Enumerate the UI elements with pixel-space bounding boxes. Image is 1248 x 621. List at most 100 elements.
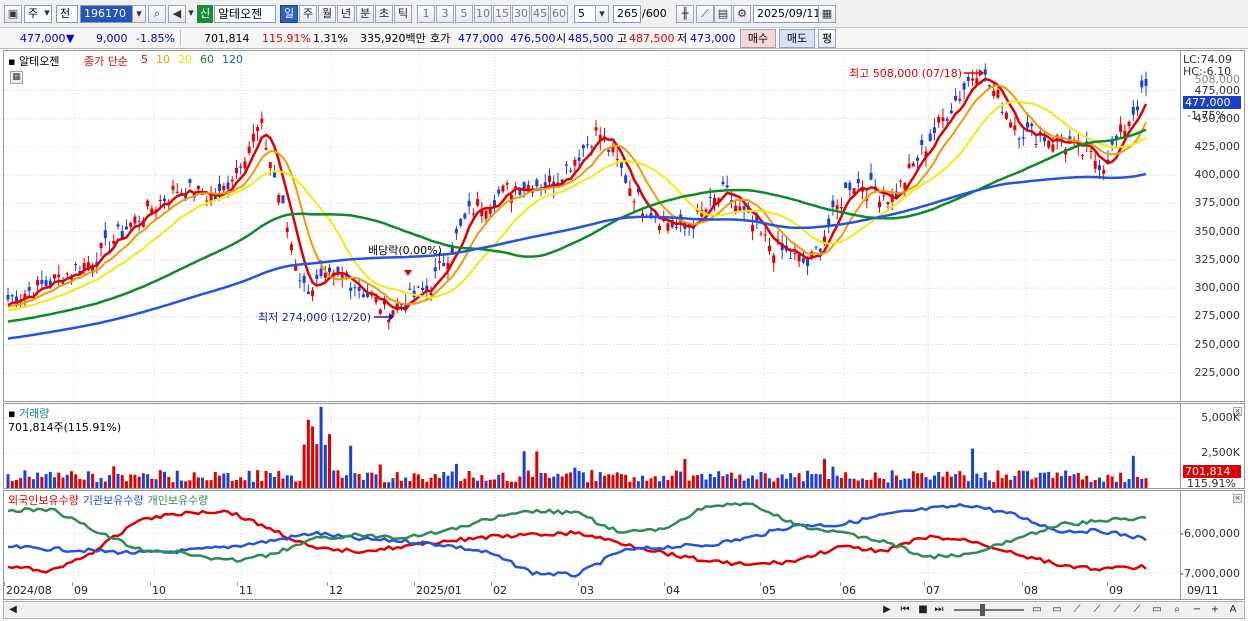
chevron-down-icon[interactable]: ▾: [595, 5, 609, 23]
stop-icon[interactable]: ■: [918, 604, 928, 615]
calendar-icon[interactable]: ▦: [818, 5, 836, 23]
window-icon[interactable]: ▭: [1032, 604, 1042, 615]
volume-chart-panel[interactable]: ▪ 거래량 701,814주(115.91%): [3, 403, 1181, 489]
volume-bar: [340, 477, 344, 488]
stock-code-input[interactable]: 196170: [80, 5, 134, 23]
window-icon[interactable]: ▣: [4, 5, 22, 23]
sell-button[interactable]: 매도: [779, 29, 815, 48]
market-select[interactable]: 전: [56, 5, 78, 23]
gear-icon[interactable]: ⚙: [733, 5, 751, 23]
zoom-slider-handle[interactable]: [980, 604, 985, 616]
mode-select[interactable]: 주: [24, 5, 52, 23]
date-input[interactable]: 2025/09/11: [753, 5, 820, 23]
interval-button[interactable]: 30: [512, 5, 530, 23]
chart-stock-name-text: 알테오젠: [18, 55, 60, 68]
draw-line-icon[interactable]: ⟋: [1113, 604, 1121, 615]
interval-button[interactable]: 5: [455, 5, 473, 23]
forward-icon[interactable]: ⏭: [934, 604, 944, 615]
holding-chart-panel[interactable]: 외국인보유수량 기관보유수량 개인보유수량: [3, 490, 1181, 583]
window-icon[interactable]: ▭: [1152, 604, 1162, 615]
candle-body: [116, 224, 120, 227]
candle-body: [167, 201, 171, 203]
search-icon[interactable]: ⌕: [148, 5, 166, 23]
candle-body: [65, 273, 69, 275]
draw-line-icon[interactable]: ⟋: [696, 5, 714, 23]
interval-button[interactable]: 3: [436, 5, 454, 23]
speaker-icon[interactable]: ◀: [168, 5, 186, 23]
candle-body: [920, 140, 924, 145]
volume-bar: [357, 474, 361, 488]
candle-body: [814, 246, 818, 248]
eval-button[interactable]: 평: [818, 29, 836, 48]
count-input[interactable]: 265: [613, 5, 641, 23]
candle-body: [285, 227, 289, 232]
current-price: 477,000: [20, 32, 66, 45]
buy-button[interactable]: 매수: [740, 29, 776, 48]
price-y-axis: LC:74.09 HC:-6.10 508,000 475,000 450,000 4…: [1181, 50, 1245, 402]
draw-line-icon[interactable]: ⟋: [1133, 604, 1141, 615]
candle-body: [548, 175, 552, 183]
search-icon[interactable]: ⌕: [1174, 604, 1180, 615]
close-icon[interactable]: ×: [1233, 407, 1242, 416]
volume-bar: [433, 474, 437, 488]
candle-body: [712, 197, 716, 206]
interval-button[interactable]: 10: [474, 5, 492, 23]
volume-bar: [158, 470, 162, 488]
interval-button[interactable]: 15: [493, 5, 511, 23]
window-icon[interactable]: ▭: [1052, 604, 1062, 615]
draw-line-icon[interactable]: ⟋: [1073, 604, 1081, 615]
draw-line-icon[interactable]: ⟋: [1093, 604, 1101, 615]
volume-bar: [154, 479, 158, 488]
candle-body: [666, 223, 670, 231]
price-chart-panel[interactable]: ▪ 알테오젠 종가 단순 5 10 20 60 120 ▦ 최고 508,000 (07…: [3, 50, 1181, 402]
period-button[interactable]: 틱: [394, 5, 412, 23]
volume-bar: [882, 479, 886, 488]
chevron-down-icon[interactable]: ▾: [132, 5, 146, 23]
table-icon[interactable]: ▦: [10, 71, 23, 84]
y-tick-label: 475,000: [1194, 83, 1241, 97]
period-button[interactable]: 주: [299, 5, 317, 23]
candle-body: [594, 127, 598, 131]
interval-select[interactable]: 5: [574, 5, 596, 23]
new-badge: 신: [197, 5, 213, 23]
period-button[interactable]: 년: [337, 5, 355, 23]
chevron-down-icon[interactable]: ▾: [44, 6, 50, 19]
stock-name[interactable]: 알테오젠: [214, 5, 276, 23]
volume-bar: [234, 479, 238, 488]
scroll-left-icon[interactable]: ◀: [9, 604, 17, 615]
volume-bar: [36, 472, 40, 488]
volume-bar: [577, 470, 581, 488]
chevron-down-icon[interactable]: ▾: [188, 6, 194, 19]
volume-bar: [962, 475, 966, 488]
candle-body: [632, 201, 636, 203]
interval-button[interactable]: 1: [417, 5, 435, 23]
save-icon[interactable]: ▤: [714, 5, 732, 23]
volume-bar: [1068, 475, 1072, 488]
minus-icon[interactable]: −: [1192, 604, 1202, 615]
candle-body: [916, 157, 920, 161]
candle-body: [277, 195, 281, 203]
x-axis-tick: [237, 582, 238, 586]
scroll-right-icon[interactable]: ▶: [883, 604, 891, 615]
period-button[interactable]: 초: [375, 5, 393, 23]
zoom-slider[interactable]: [954, 609, 1024, 611]
candle-body: [844, 182, 848, 188]
y-tick-label: 375,000: [1194, 196, 1241, 210]
plus-icon[interactable]: +: [1210, 604, 1220, 615]
close-icon[interactable]: ×: [1233, 494, 1242, 503]
volume-bar: [188, 480, 192, 488]
font-icon[interactable]: A: [1229, 604, 1237, 615]
period-button[interactable]: 월: [318, 5, 336, 23]
candle-body: [150, 208, 154, 215]
chart-scrollbar[interactable]: ◀ ▶ ⏮ ■ ⏭ ▭ ▭ ⟋ ⟋ ⟋ ⟋ ▭ ⌕ − + A: [3, 601, 1245, 619]
interval-button[interactable]: 45: [531, 5, 549, 23]
period-button[interactable]: 일: [280, 5, 298, 23]
interval-button[interactable]: 60: [550, 5, 568, 23]
candle-body: [560, 179, 564, 184]
candle-body: [146, 200, 150, 207]
rewind-icon[interactable]: ⏮: [900, 604, 910, 615]
candle-icon[interactable]: ╫: [676, 5, 694, 23]
ma-line-5: [7, 77, 1148, 312]
period-button[interactable]: 분: [356, 5, 374, 23]
volume-bar: [454, 463, 458, 488]
